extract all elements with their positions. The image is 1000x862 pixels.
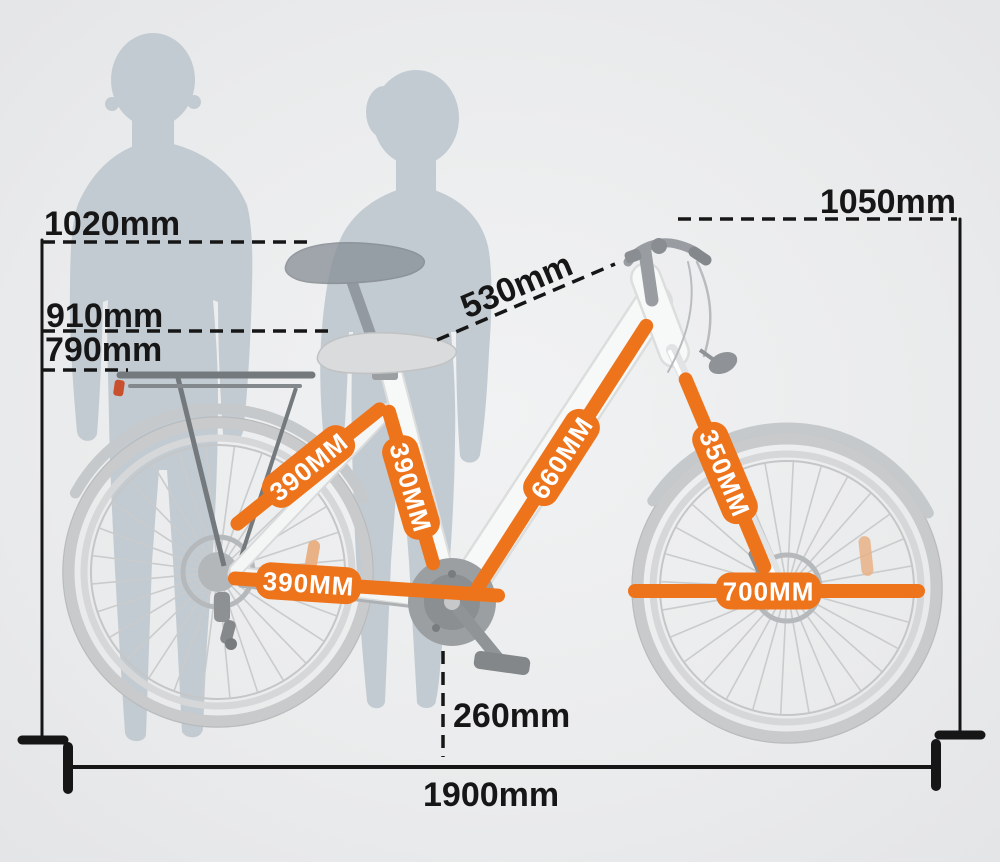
display xyxy=(651,238,667,254)
headlight xyxy=(698,348,738,375)
saddle-to-handlebar-line xyxy=(436,262,616,342)
rear-rack xyxy=(113,371,316,567)
stem xyxy=(638,245,659,307)
pedal-clearance-label: 260mm xyxy=(453,697,570,735)
handlebar-assembly xyxy=(623,238,712,373)
handlebar-height-label: 1050mm xyxy=(820,183,956,221)
wheel-diameter-bar: 700MM xyxy=(628,572,925,610)
rear-derailleur xyxy=(214,592,237,650)
front-fender xyxy=(647,422,934,519)
dimension-lines xyxy=(17,217,986,794)
chainstay-length-bar-text: 390MM xyxy=(262,566,355,602)
shift-cable xyxy=(667,261,693,373)
grip xyxy=(688,246,712,266)
male-silhouette xyxy=(69,33,253,742)
wheel-diameter-bar-text: 700MM xyxy=(723,577,815,607)
crank-arm xyxy=(446,596,504,664)
chainstay-length-bar: 390MM xyxy=(227,562,506,605)
min-saddle-height-label: 910mm xyxy=(46,297,163,335)
rear-hub xyxy=(198,552,238,592)
seatstay-tube xyxy=(230,404,394,576)
front-wheel-reflector xyxy=(858,536,874,576)
pedal xyxy=(473,650,531,676)
tail-light xyxy=(113,379,125,397)
saddle xyxy=(316,331,458,380)
total-length-label: 1900mm xyxy=(423,776,559,814)
rack-height-label: 790mm xyxy=(45,331,162,369)
brake-cable xyxy=(695,260,712,358)
brake-lever xyxy=(624,248,642,264)
max-saddle-height-label: 1020mm xyxy=(44,205,180,243)
